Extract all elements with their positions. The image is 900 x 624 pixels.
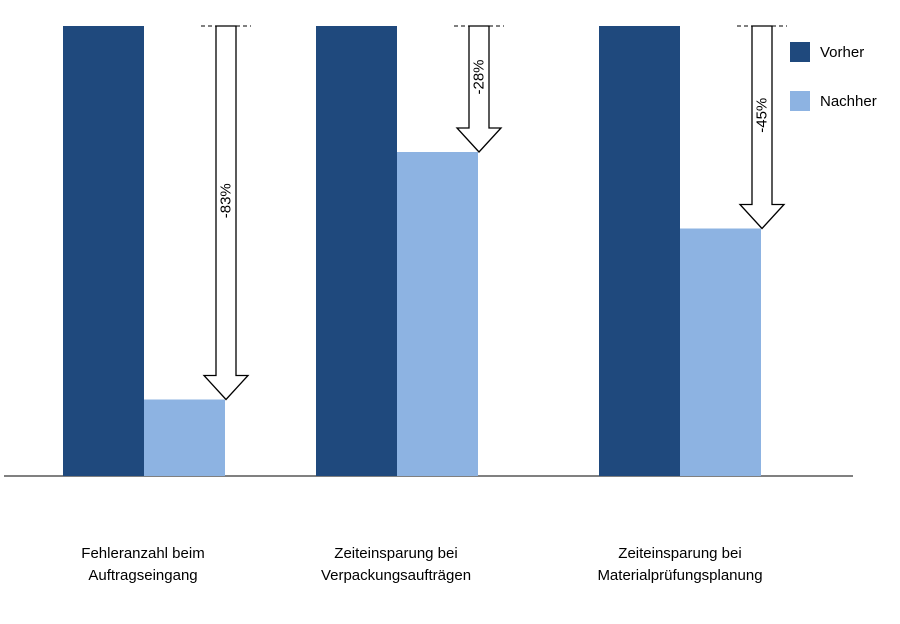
bar-vorher-2	[316, 26, 397, 476]
reduction-label-1: -83%	[218, 183, 235, 218]
category-label-2-line-2: Verpackungsaufträgen	[320, 567, 472, 584]
reduction-arrow-1	[202, 25, 250, 401]
bar-nachher-2	[397, 152, 478, 476]
bar-nachher-3	[680, 228, 761, 476]
legend-swatch-nachher	[790, 91, 810, 111]
category-label-1-line-2: Auftragseingang	[88, 567, 198, 584]
reduction-label-3: -45%	[754, 98, 771, 133]
category-label-3-line-2: Materialprüfungsplanung	[597, 567, 763, 584]
reduction-arrow-2	[455, 25, 503, 153]
category-label-3-line-1: Zeiteinsparung bei	[618, 545, 742, 562]
category-label-2: Zeiteinsparung bei Verpackungsaufträgen	[276, 543, 516, 587]
reduction-arrow-3	[738, 25, 786, 230]
bar-vorher-1	[63, 26, 144, 476]
category-label-2-line-1: Zeiteinsparung bei	[334, 545, 458, 562]
category-label-1: Fehleranzahl beim Auftragseingang	[23, 543, 263, 587]
legend-swatch-vorher	[790, 42, 810, 62]
legend-item-nachher: Nachher	[790, 90, 877, 112]
legend-label-nachher: Nachher	[820, 92, 877, 110]
bar-nachher-1	[144, 399, 225, 476]
reduction-label-2: -28%	[471, 59, 488, 94]
category-label-1-line-1: Fehleranzahl beim	[81, 545, 205, 562]
legend-item-vorher: Vorher	[790, 41, 864, 63]
legend-label-vorher: Vorher	[820, 43, 865, 61]
category-label-3: Zeiteinsparung bei Materialprüfungsplanu…	[560, 543, 800, 587]
bar-vorher-3	[599, 26, 680, 476]
